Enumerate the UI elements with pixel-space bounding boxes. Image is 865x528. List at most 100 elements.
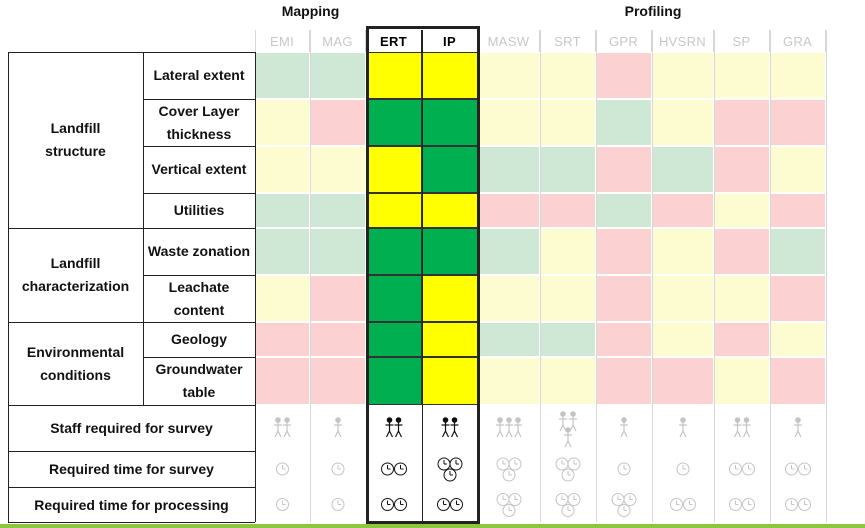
matrix-cell bbox=[422, 146, 478, 193]
column-header-gpr: GPR bbox=[596, 30, 652, 52]
matrix-cell bbox=[310, 52, 366, 99]
matrix-cell bbox=[422, 193, 478, 228]
grid-line bbox=[540, 30, 541, 522]
matrix-cell bbox=[366, 357, 422, 405]
table-rule bbox=[143, 146, 255, 147]
table-rule bbox=[8, 522, 255, 523]
highlight-frame bbox=[366, 521, 480, 524]
matrix-cell bbox=[714, 99, 770, 146]
matrix-cell bbox=[478, 52, 540, 99]
column-header-srt: SRT bbox=[540, 30, 596, 52]
matrix-cell bbox=[652, 52, 714, 99]
matrix-cell bbox=[596, 52, 652, 99]
matrix-cell bbox=[310, 228, 366, 275]
clock-icon bbox=[670, 498, 696, 511]
table-rule bbox=[8, 322, 255, 323]
matrix-cell bbox=[770, 322, 826, 357]
clock-icon bbox=[331, 498, 345, 511]
table-rule bbox=[143, 275, 255, 276]
matrix-cell bbox=[596, 146, 652, 193]
matrix-cell bbox=[652, 99, 714, 146]
person-icon bbox=[794, 417, 802, 438]
matrix-cell bbox=[422, 322, 478, 357]
matrix-cell bbox=[422, 275, 478, 322]
table-rule bbox=[143, 99, 255, 100]
matrix-cell bbox=[714, 322, 770, 357]
person-icon bbox=[733, 417, 751, 438]
clock-icon bbox=[381, 462, 407, 476]
matrix-cell bbox=[652, 275, 714, 322]
matrix-cell bbox=[770, 275, 826, 322]
matrix-cell bbox=[540, 193, 596, 228]
matrix-cell bbox=[714, 193, 770, 228]
matrix-cell bbox=[652, 228, 714, 275]
grid-line bbox=[596, 30, 597, 522]
matrix-cell bbox=[422, 99, 478, 146]
column-header-masw: MASW bbox=[478, 30, 540, 52]
grid-line bbox=[310, 30, 311, 522]
matrix-cell bbox=[714, 52, 770, 99]
clock-icon bbox=[381, 498, 407, 511]
table-rule bbox=[143, 52, 144, 405]
matrix-cell bbox=[770, 193, 826, 228]
matrix-cell bbox=[255, 193, 310, 228]
row-group-label: Landfill structure bbox=[45, 120, 106, 159]
row-group-label: Environmental conditions bbox=[26, 343, 125, 383]
matrix-cell bbox=[255, 52, 310, 99]
matrix-cell bbox=[652, 146, 714, 193]
table-rule bbox=[8, 451, 255, 452]
matrix-cell bbox=[255, 99, 310, 146]
row-label: Cover Layer thickness bbox=[158, 102, 240, 142]
matrix-cell bbox=[770, 99, 826, 146]
clock-icon bbox=[676, 462, 690, 476]
matrix-cell bbox=[310, 357, 366, 405]
matrix-cell bbox=[255, 275, 310, 322]
clock-icon bbox=[785, 498, 811, 511]
matrix-cell bbox=[652, 357, 714, 405]
matrix-cell bbox=[652, 193, 714, 228]
matrix-cell bbox=[540, 228, 596, 275]
matrix-cell bbox=[596, 275, 652, 322]
matrix-cell bbox=[714, 275, 770, 322]
mapping-group-title: Mapping bbox=[281, 3, 340, 19]
matrix-cell bbox=[255, 146, 310, 193]
column-header-hvsrn: HVSRN bbox=[652, 30, 714, 52]
matrix-cell bbox=[310, 322, 366, 357]
row-label: Groundwater table bbox=[155, 361, 243, 400]
person-icon bbox=[496, 417, 522, 438]
highlight-frame bbox=[422, 30, 423, 522]
row-label: Leachate content bbox=[168, 278, 230, 318]
clock-icon bbox=[555, 457, 581, 482]
matrix-cell bbox=[255, 228, 310, 275]
matrix-cell bbox=[366, 193, 422, 228]
clock-icon bbox=[437, 457, 463, 482]
row-label: Geology bbox=[170, 331, 227, 347]
clock-icon bbox=[611, 493, 637, 517]
matrix-cell bbox=[310, 146, 366, 193]
highlight-frame bbox=[477, 26, 480, 524]
person-icon bbox=[441, 417, 459, 438]
matrix-cell bbox=[255, 322, 310, 357]
clock-icon bbox=[276, 462, 289, 476]
bottom-row-label: Staff required for survey bbox=[50, 420, 213, 436]
clock-icon bbox=[331, 462, 345, 476]
matrix-cell bbox=[540, 99, 596, 146]
grid-line bbox=[770, 30, 771, 522]
matrix-cell bbox=[478, 357, 540, 405]
matrix-cell bbox=[366, 228, 422, 275]
person-icon bbox=[679, 417, 687, 438]
matrix-cell bbox=[770, 228, 826, 275]
clock-icon bbox=[729, 462, 755, 476]
clock-icon bbox=[437, 498, 463, 511]
person-icon bbox=[385, 417, 403, 438]
matrix-cell bbox=[770, 357, 826, 405]
matrix-cell bbox=[310, 99, 366, 146]
matrix-cell bbox=[366, 146, 422, 193]
table-rule bbox=[255, 52, 256, 522]
clock-icon bbox=[617, 462, 631, 476]
matrix-cell bbox=[540, 357, 596, 405]
grid-line bbox=[652, 30, 653, 522]
matrix-cell bbox=[255, 357, 310, 405]
matrix-cell bbox=[478, 146, 540, 193]
